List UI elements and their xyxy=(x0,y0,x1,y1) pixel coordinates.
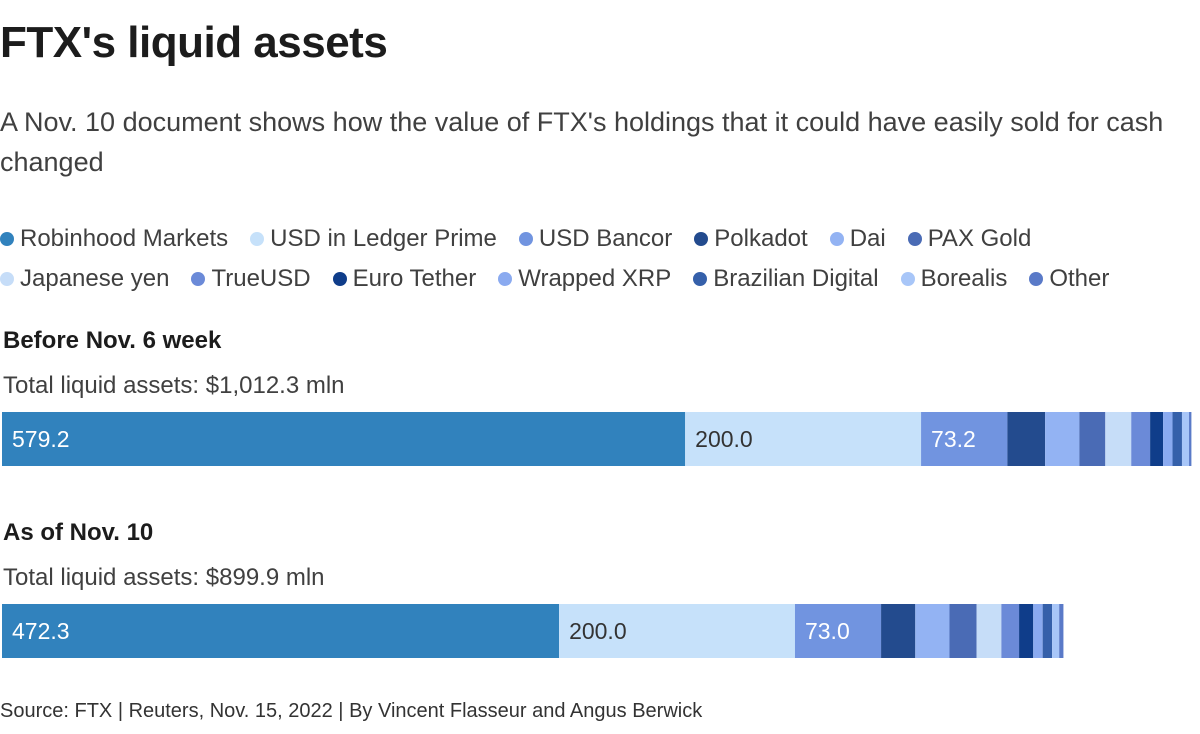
bar-value-label: 200.0 xyxy=(695,426,753,452)
legend-label: Euro Tether xyxy=(352,265,477,292)
legend-swatch xyxy=(0,272,14,286)
bar-segment xyxy=(976,604,1002,658)
legend-label: Other xyxy=(1049,265,1110,292)
bar-segment xyxy=(1189,412,1192,466)
legend-swatch xyxy=(907,232,922,246)
panel-title-before: Before Nov. 6 week xyxy=(3,327,222,354)
bar-segment xyxy=(559,604,795,658)
panel-total-before: Total liquid assets: $1,012.3 mln xyxy=(3,372,345,399)
chart-title: FTX's liquid assets xyxy=(0,18,388,67)
legend-label: PAX Gold xyxy=(927,225,1032,252)
bar-segment xyxy=(2,412,686,466)
legend-swatch xyxy=(0,232,14,246)
bar-segment xyxy=(921,412,1008,466)
stacked-bar-nov10: 472.3 200.0 73.0 xyxy=(2,604,1064,658)
bar-segment xyxy=(794,604,882,658)
legend-label: TrueUSD xyxy=(211,265,311,292)
legend-swatch xyxy=(694,232,709,246)
bar-segment xyxy=(1033,604,1043,658)
panel-total-nov10: Total liquid assets: $899.9 mln xyxy=(3,564,325,591)
legend-swatch xyxy=(693,272,708,286)
legend-item: Brazilian Digital xyxy=(693,263,879,295)
legend-item: Dai xyxy=(829,223,886,255)
bar-segment xyxy=(1131,412,1151,466)
bar-segment xyxy=(949,604,977,658)
bar-segment xyxy=(1181,412,1190,466)
legend-item: Japanese yen xyxy=(0,263,169,295)
legend-label: USD in Ledger Prime xyxy=(270,225,497,252)
bar-segment xyxy=(1059,604,1064,658)
legend-item: TrueUSD xyxy=(191,263,311,295)
bar-segment xyxy=(915,604,950,658)
bar-segment xyxy=(1172,412,1182,466)
bar-value-label: 200.0 xyxy=(569,618,627,644)
legend-label: Robinhood Markets xyxy=(20,225,229,252)
bar-segment xyxy=(685,412,922,466)
legend: Robinhood Markets USD in Ledger Prime USD … xyxy=(0,223,1200,295)
legend-swatch xyxy=(1029,272,1044,286)
legend-swatch xyxy=(498,272,513,286)
legend-label: Polkadot xyxy=(714,225,808,252)
legend-item: Other xyxy=(1029,263,1109,295)
bar-segment xyxy=(1079,412,1106,466)
bar-value-label: 579.2 xyxy=(12,426,70,452)
bar-segment xyxy=(1042,604,1053,658)
bar-value-label: 73.2 xyxy=(931,426,976,452)
bar-value-label: 472.3 xyxy=(12,618,70,644)
bar-segment xyxy=(881,604,916,658)
panel-title-nov10: As of Nov. 10 xyxy=(3,519,154,546)
legend-item: USD Bancor xyxy=(518,223,673,255)
legend-swatch xyxy=(332,272,347,286)
bar-segment xyxy=(1001,604,1020,658)
legend-item: PAX Gold xyxy=(907,223,1032,255)
bar-segment xyxy=(2,604,560,658)
legend-label: Brazilian Digital xyxy=(713,265,879,292)
bar-segment xyxy=(1007,412,1046,466)
legend-label: USD Bancor xyxy=(538,225,673,252)
legend-item: Robinhood Markets xyxy=(0,223,228,255)
bar-segment xyxy=(1105,412,1132,466)
legend-swatch xyxy=(250,232,265,246)
legend-item: USD in Ledger Prime xyxy=(250,223,497,255)
legend-swatch xyxy=(829,232,844,246)
legend-swatch xyxy=(518,232,533,246)
chart-subtitle: A Nov. 10 document shows how the value o… xyxy=(0,107,1164,177)
source-note: Source: FTX | Reuters, Nov. 15, 2022 | B… xyxy=(0,700,703,722)
bar-value-label: 73.0 xyxy=(805,618,850,644)
legend-swatch xyxy=(191,272,206,286)
legend-label: Wrapped XRP xyxy=(518,265,672,292)
bar-segment xyxy=(1045,412,1080,466)
legend-item: Polkadot xyxy=(694,223,808,255)
legend-item: Borealis xyxy=(900,263,1008,295)
legend-label: Japanese yen xyxy=(20,265,170,292)
bar-segment xyxy=(1052,604,1060,658)
legend-item: Euro Tether xyxy=(332,263,477,295)
bar-segment xyxy=(1150,412,1164,466)
legend-label: Dai xyxy=(849,225,886,252)
bar-segment xyxy=(1019,604,1034,658)
legend-swatch xyxy=(900,272,915,286)
legend-item: Wrapped XRP xyxy=(498,263,671,295)
bar-segment xyxy=(1163,412,1173,466)
stacked-bar-before: 579.2 200.0 73.2 xyxy=(2,412,1192,466)
legend-label: Borealis xyxy=(920,265,1008,292)
